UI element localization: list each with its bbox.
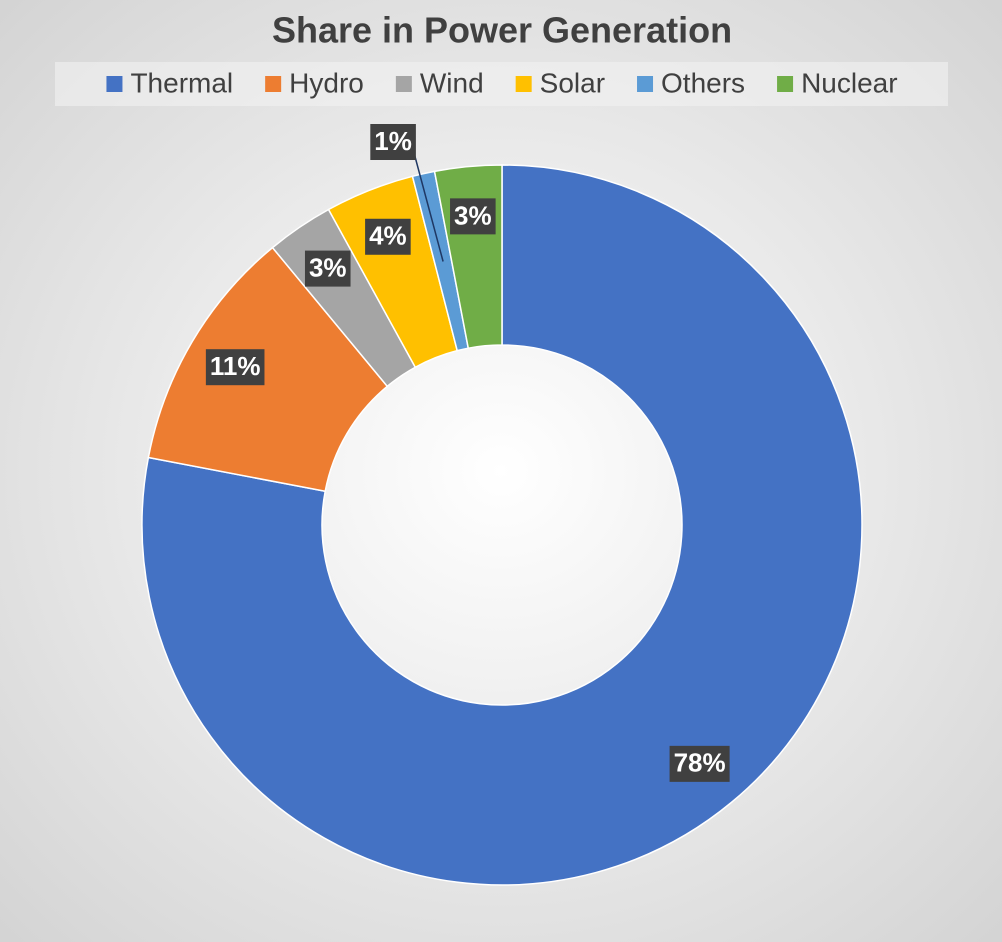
data-label: 3% (304, 250, 351, 287)
legend-swatch (777, 76, 794, 92)
legend-label: Others (661, 67, 745, 98)
donut-slice (141, 164, 863, 886)
data-label: 3% (450, 198, 496, 235)
data-label: 78% (669, 745, 730, 782)
data-label-box (370, 124, 416, 160)
legend-label: Thermal (130, 67, 233, 98)
data-label-text: 78% (674, 748, 726, 778)
leader-line (410, 141, 444, 262)
data-label: 4% (365, 218, 411, 255)
legend-item: Wind (395, 67, 484, 98)
legend-item: Thermal (106, 67, 233, 98)
legend-label: Wind (420, 67, 484, 98)
data-label: 1% (370, 124, 416, 160)
legend-label: Solar (540, 67, 605, 98)
data-label-text: 3% (454, 200, 492, 230)
chart-title: Share in Power Generation (272, 10, 732, 51)
data-label-text: 1% (374, 126, 412, 156)
legend-item: Solar (515, 67, 605, 98)
legend-item: Others (637, 67, 745, 98)
legend-item: Nuclear (777, 67, 898, 98)
data-label-box (205, 349, 265, 386)
data-label-box (450, 198, 496, 235)
data-label-box (304, 250, 351, 287)
legend-swatch (395, 76, 412, 92)
data-labels: 78% 11% 3% 4% 1% 3% (205, 124, 730, 782)
legend: Thermal Hydro Wind Solar Others Nuclear (106, 67, 898, 98)
legend-label: Hydro (289, 67, 364, 98)
legend-item: Hydro (265, 67, 364, 98)
data-label-text: 3% (309, 252, 347, 282)
data-label: 11% (205, 349, 265, 386)
data-label-text: 4% (369, 221, 407, 251)
legend-swatch (265, 76, 282, 92)
legend-swatch (106, 76, 123, 92)
legend-box (55, 62, 948, 106)
legend-swatch (515, 76, 532, 92)
data-label-box (365, 218, 411, 255)
data-label-text: 11% (210, 351, 261, 381)
data-label-box (669, 745, 730, 782)
legend-swatch (637, 76, 654, 92)
legend-label: Nuclear (801, 67, 897, 98)
